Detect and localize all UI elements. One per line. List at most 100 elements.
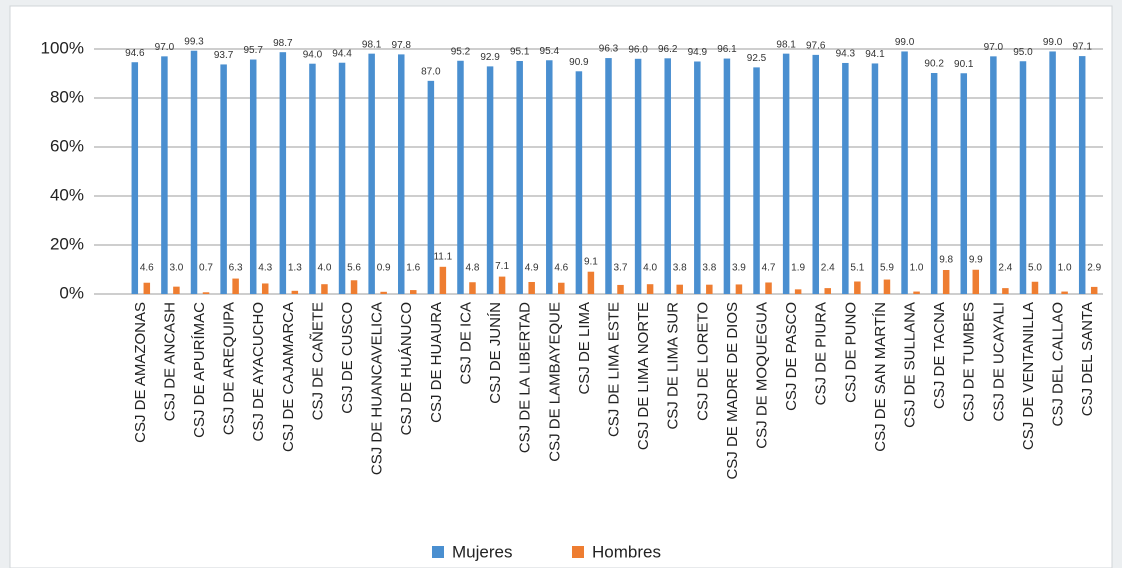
y-tick-label: 80% — [50, 87, 84, 106]
bar — [706, 284, 713, 294]
bar — [587, 271, 595, 294]
value-label: 4.8 — [466, 263, 480, 274]
x-tick-label: CSJ DE MADRE DE DIOS — [724, 302, 741, 480]
value-label: 6.3 — [229, 263, 243, 274]
value-label: 94.9 — [688, 47, 708, 58]
bar — [824, 288, 831, 294]
value-label: 97.0 — [984, 42, 1004, 53]
x-tick-label: CSJ DE LORETO — [694, 302, 711, 421]
value-label: 98.1 — [776, 39, 796, 50]
bar — [173, 286, 180, 294]
value-label: 94.0 — [303, 49, 323, 60]
value-label: 5.9 — [880, 263, 894, 274]
y-tick-label: 100% — [41, 38, 84, 57]
x-tick-label: CSJ DE PUNO — [842, 302, 859, 403]
bar — [161, 56, 168, 294]
value-label: 1.0 — [910, 263, 924, 274]
bar — [960, 73, 968, 294]
bar — [676, 284, 683, 294]
legend-swatch — [432, 546, 444, 558]
x-tick-label: CSJ DE VENTANILLA — [1020, 302, 1037, 450]
y-tick-label: 20% — [50, 234, 84, 253]
value-label: 93.7 — [214, 50, 234, 61]
bar — [558, 282, 565, 294]
bar — [291, 290, 299, 294]
value-label: 98.1 — [362, 39, 382, 50]
value-label: 5.1 — [850, 263, 864, 274]
bar — [1061, 291, 1068, 294]
value-label: 97.8 — [392, 40, 412, 51]
value-label: 87.0 — [421, 66, 441, 77]
legend-label: Hombres — [592, 542, 661, 561]
value-label: 99.0 — [895, 37, 915, 48]
y-tick-label: 40% — [50, 185, 84, 204]
x-tick-label: CSJ DE ICA — [457, 302, 474, 385]
x-tick-label: CSJ DE LA LIBERTAD — [517, 302, 534, 453]
value-label: 3.0 — [169, 263, 183, 274]
bar — [735, 284, 743, 294]
bar — [930, 73, 938, 294]
bar — [1049, 51, 1056, 295]
y-tick-label: 0% — [59, 283, 84, 302]
bar — [469, 282, 476, 294]
value-label: 90.9 — [569, 57, 589, 68]
x-tick-label: CSJ DE ANCASH — [161, 302, 178, 421]
bar — [605, 58, 612, 294]
value-label: 4.6 — [140, 263, 154, 274]
bar — [1090, 286, 1098, 294]
value-label: 97.6 — [806, 41, 826, 52]
value-label: 4.0 — [643, 263, 657, 274]
value-label: 9.1 — [584, 256, 598, 267]
bar — [220, 64, 227, 294]
value-label: 92.5 — [747, 53, 767, 64]
x-tick-label: CSJ DE AYACUCHO — [250, 302, 267, 441]
x-tick-label: CSJ DE LAMBAYEQUE — [546, 302, 563, 462]
bar — [457, 60, 464, 295]
bar — [350, 280, 358, 294]
value-label: 94.4 — [332, 48, 352, 59]
x-tick-label: CSJ DE MOQUEGUA — [753, 302, 770, 449]
bar — [842, 62, 849, 295]
bar — [1031, 281, 1039, 294]
value-label: 5.6 — [347, 263, 361, 274]
bar — [249, 59, 257, 294]
x-tick-label: CSJ DE JUNÍN — [487, 302, 504, 404]
value-label: 92.9 — [480, 52, 500, 63]
value-label: 7.1 — [495, 261, 509, 272]
bar — [279, 52, 287, 295]
x-tick-label: CSJ DEL CALLAO — [1050, 302, 1067, 427]
bar — [871, 63, 879, 294]
bar — [617, 284, 624, 294]
bar — [1002, 288, 1009, 294]
value-label: 3.9 — [732, 263, 746, 274]
value-label: 99.3 — [184, 36, 204, 47]
value-label: 3.8 — [673, 263, 687, 274]
bar — [942, 269, 950, 294]
x-tick-label: CSJ DE PIURA — [813, 302, 830, 405]
value-label: 90.1 — [954, 59, 974, 70]
value-label: 4.0 — [317, 263, 331, 274]
bar — [913, 291, 920, 294]
bar — [854, 281, 861, 294]
x-tick-label: CSJ DE LIMA NORTE — [635, 302, 652, 450]
bar — [309, 63, 316, 295]
bar — [575, 71, 583, 294]
x-tick-label: CSJ DE LIMA — [576, 302, 593, 395]
legend-swatch — [572, 546, 584, 558]
bar — [516, 61, 523, 294]
x-tick-label: CSJ DE CUSCO — [339, 302, 356, 414]
x-tick-label: CSJ DE UCAYALI — [990, 302, 1007, 421]
bar — [723, 58, 731, 295]
value-label: 1.9 — [791, 263, 805, 274]
value-label: 95.7 — [243, 45, 263, 56]
bar — [782, 53, 790, 294]
value-label: 1.0 — [1058, 263, 1072, 274]
bar — [812, 54, 819, 294]
y-tick-label: 60% — [50, 136, 84, 155]
bar — [380, 291, 387, 294]
x-tick-label: CSJ DE HUÁNUCO — [398, 302, 415, 435]
bar — [664, 58, 671, 295]
value-label: 11.1 — [433, 251, 452, 262]
value-label: 9.9 — [969, 254, 983, 265]
value-label: 4.6 — [554, 263, 568, 274]
